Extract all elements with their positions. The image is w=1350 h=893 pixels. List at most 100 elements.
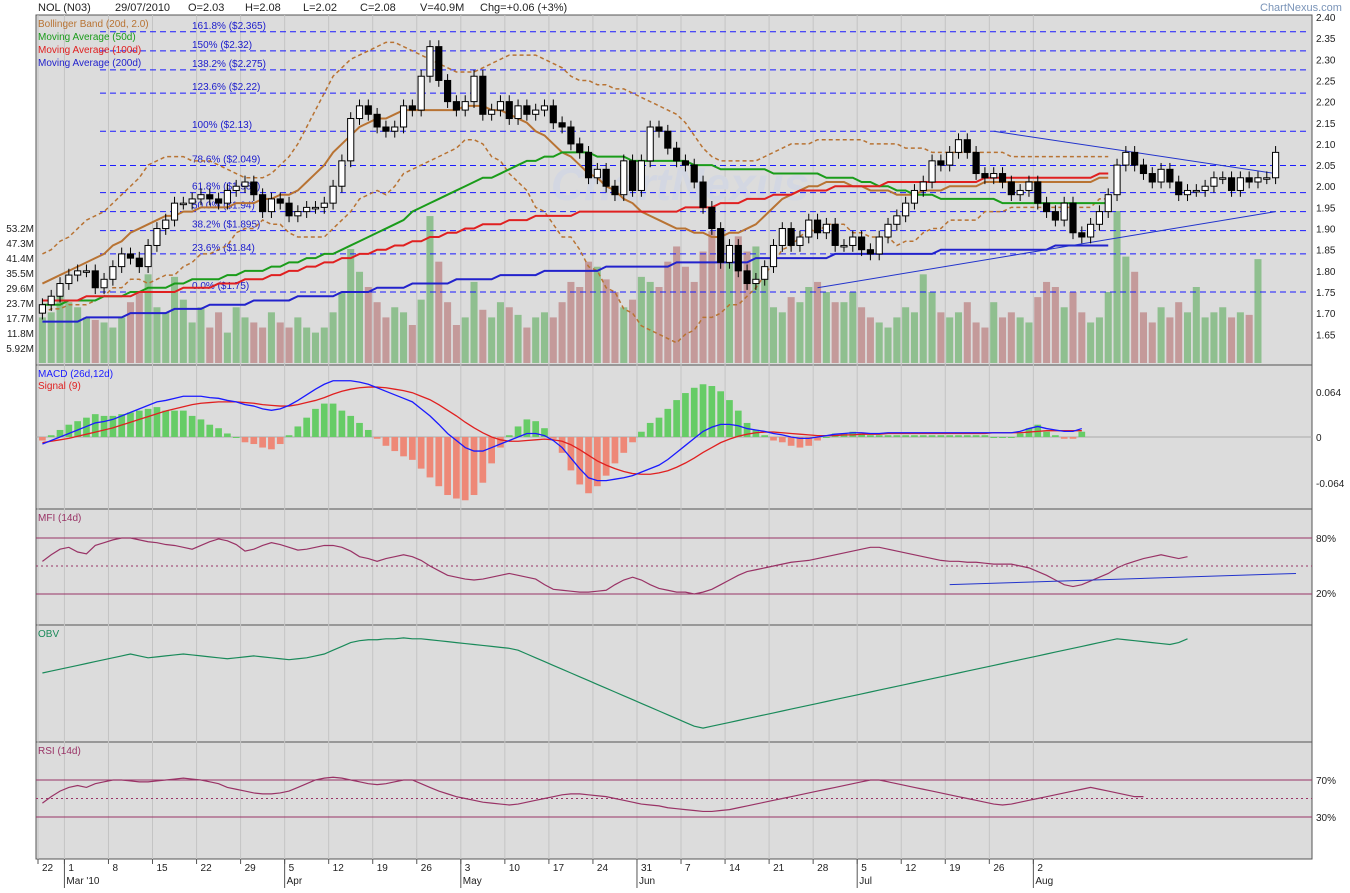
candle-body bbox=[1104, 194, 1112, 213]
fib-label: 123.6% ($2.22) bbox=[192, 82, 260, 93]
candle-body bbox=[496, 101, 505, 111]
macd-histogram-bar bbox=[629, 437, 636, 443]
macd-histogram-bar bbox=[347, 415, 355, 437]
date-tick: 21 bbox=[773, 863, 785, 874]
volume-bar bbox=[778, 312, 786, 363]
macd-histogram-bar bbox=[611, 437, 619, 464]
bollinger-lower-line bbox=[42, 138, 1109, 344]
macd-histogram-bar bbox=[479, 437, 487, 483]
volume-bar bbox=[893, 317, 901, 363]
candle-body bbox=[373, 113, 381, 128]
candle-body bbox=[1210, 177, 1218, 187]
candle-body bbox=[1131, 151, 1139, 166]
month-label: Aug bbox=[1035, 876, 1053, 887]
volume-bar bbox=[549, 317, 557, 363]
candle-body bbox=[1254, 177, 1262, 183]
candle-body bbox=[576, 143, 584, 153]
volume-bar bbox=[990, 302, 998, 363]
brand-label: ChartNexus.com bbox=[1260, 2, 1342, 14]
candle-body bbox=[1007, 181, 1015, 196]
volume-bar bbox=[1183, 312, 1192, 363]
fib-label: 50.0% ($1.94) bbox=[192, 201, 255, 212]
macd-histogram-bar bbox=[206, 424, 214, 437]
mfi-tick-80: 80% bbox=[1316, 534, 1336, 545]
macd-histogram-bar bbox=[558, 437, 566, 453]
macd-histogram-bar bbox=[127, 412, 134, 437]
volume-bar bbox=[1139, 312, 1147, 363]
candle-body bbox=[514, 105, 522, 120]
volume-label: V=40.9M bbox=[420, 2, 464, 14]
macd-histogram-bar bbox=[83, 417, 90, 437]
macd-histogram-bar bbox=[153, 407, 161, 437]
volume-bar bbox=[620, 307, 628, 363]
volume-bar bbox=[408, 325, 416, 363]
macd-histogram-bar bbox=[708, 386, 716, 437]
fib-label: 23.6% ($1.84) bbox=[192, 243, 255, 254]
macd-histogram-bar bbox=[56, 429, 64, 437]
volume-bar bbox=[910, 312, 918, 363]
price-tick: 1.80 bbox=[1316, 267, 1336, 278]
price-tick: 1.85 bbox=[1316, 246, 1336, 257]
macd-histogram-bar bbox=[285, 435, 293, 437]
fib-label: 78.6% ($2.049) bbox=[192, 155, 260, 166]
candle-body bbox=[849, 236, 857, 246]
volume-bar bbox=[162, 312, 170, 363]
volume-bar bbox=[250, 322, 258, 363]
candle-body bbox=[866, 249, 874, 255]
price-tick: 2.30 bbox=[1316, 55, 1336, 66]
change-label: Chg=+0.06 (+3%) bbox=[480, 2, 567, 14]
macd-histogram-bar bbox=[867, 435, 874, 437]
volume-bar bbox=[74, 307, 82, 363]
mfi-title: MFI (14d) bbox=[38, 513, 81, 524]
close-label: C=2.08 bbox=[360, 2, 396, 14]
candle-body bbox=[1175, 181, 1183, 196]
volume-bars bbox=[38, 211, 1262, 363]
volume-bar bbox=[928, 292, 936, 363]
candle-body bbox=[144, 244, 152, 268]
macd-histogram-bar bbox=[109, 415, 117, 437]
candle-body bbox=[725, 244, 734, 263]
candle-body bbox=[1192, 189, 1200, 193]
candle-body bbox=[382, 126, 390, 132]
candle-body bbox=[620, 160, 628, 196]
volume-bar bbox=[355, 271, 364, 363]
candle-body bbox=[505, 101, 513, 120]
candle-body bbox=[47, 295, 55, 306]
candle-body bbox=[285, 202, 293, 217]
fib-label: 38.2% ($1.895) bbox=[192, 220, 260, 231]
candle-body bbox=[611, 185, 619, 196]
candle-body bbox=[1034, 181, 1042, 204]
volume-bar bbox=[999, 317, 1007, 363]
candle-body bbox=[928, 160, 936, 183]
candle-body bbox=[479, 75, 487, 115]
candle-body bbox=[303, 206, 311, 213]
volume-bar bbox=[109, 327, 117, 363]
fib-label: 61.8% ($1.985) bbox=[192, 182, 260, 193]
candle-body bbox=[197, 194, 205, 200]
macd-histogram-bar bbox=[726, 400, 733, 437]
candle-body bbox=[1051, 211, 1059, 221]
volume-tick: 5.92M bbox=[6, 344, 34, 355]
volume-bar bbox=[320, 327, 328, 363]
price-axis: 2.40 2.35 2.30 2.25 2.20 2.15 2.10 2.05 2.00 1.95… bbox=[1316, 13, 1336, 341]
price-tick: 2.25 bbox=[1316, 76, 1336, 87]
volume-bar bbox=[311, 332, 319, 363]
candle-body bbox=[699, 181, 707, 208]
macd-histogram-bar bbox=[444, 437, 451, 496]
volume-bar bbox=[629, 299, 637, 363]
open-label: O=2.03 bbox=[188, 2, 224, 14]
volume-bar bbox=[902, 307, 910, 363]
macd-histogram-bar bbox=[884, 435, 892, 437]
date-tick: 19 bbox=[949, 863, 961, 874]
volume-bar bbox=[1113, 211, 1121, 363]
macd-histogram-bar bbox=[382, 437, 390, 446]
macd-histogram-bar bbox=[981, 435, 989, 437]
candle-body bbox=[690, 164, 698, 183]
volume-bar bbox=[752, 246, 760, 363]
mfi-pane bbox=[35, 508, 1313, 626]
mfi-tick-20: 20% bbox=[1316, 589, 1336, 600]
volume-tick: 53.2M bbox=[6, 224, 34, 235]
volume-bar bbox=[1166, 317, 1174, 363]
macd-tick-low: -0.064 bbox=[1316, 479, 1345, 490]
volume-bar bbox=[1025, 322, 1033, 363]
